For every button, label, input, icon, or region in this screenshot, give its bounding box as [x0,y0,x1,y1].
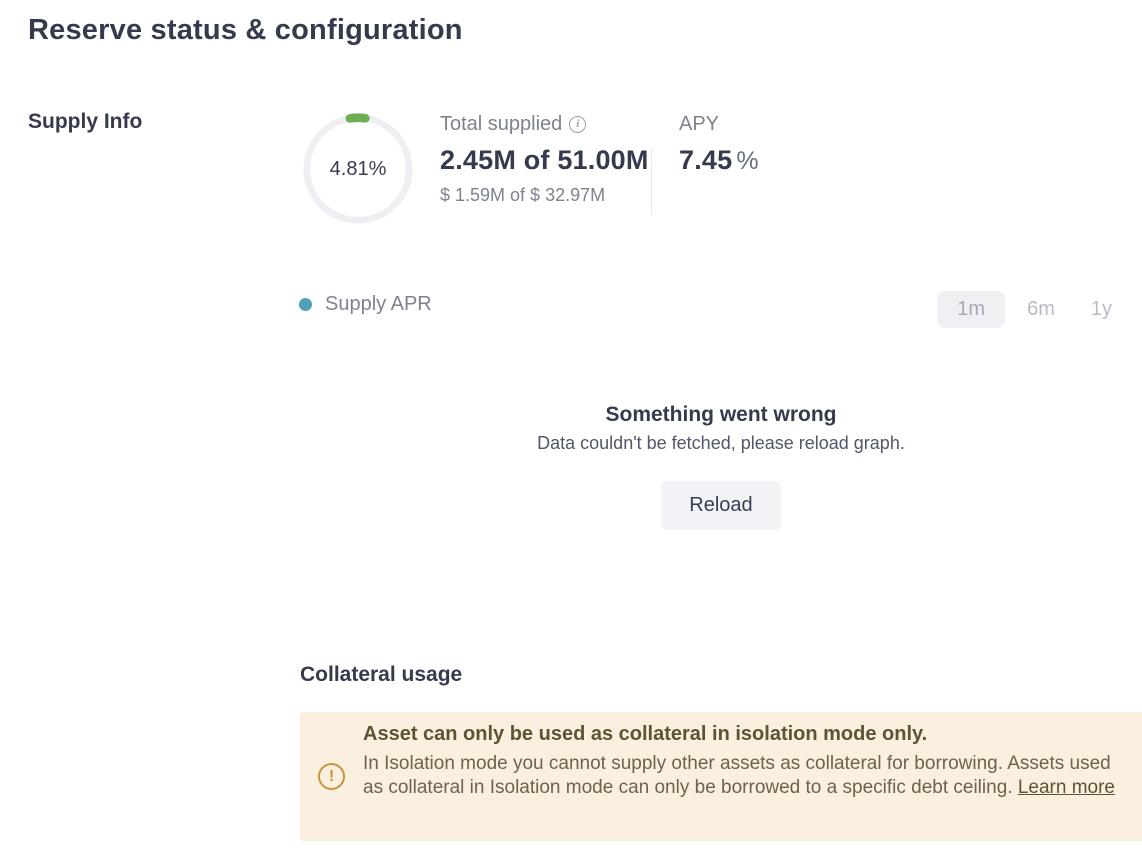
warning-title: Asset can only be used as collateral in … [363,723,928,745]
chart-legend: Supply APR [299,293,432,316]
collateral-usage-heading: Collateral usage [300,663,463,686]
chart-error-state: Something went wrong Data couldn't be fe… [300,403,1142,530]
range-button-1m[interactable]: 1m [937,291,1006,328]
warning-body-text: In Isolation mode you cannot supply othe… [363,753,1111,798]
learn-more-link[interactable]: Learn more [1017,777,1115,798]
warning-exclamation-icon: ! [318,763,345,790]
apy-value-row: 7.45% [679,145,759,176]
supply-apr-dot-icon [299,298,312,311]
total-supplied-amount: 2.45M of 51.00M [440,145,649,175]
isolation-mode-warning-banner: ! Asset can only be used as collateral i… [300,712,1142,841]
total-supplied-usd: $ 1.59M of $ 32.97M [440,185,606,205]
apy-unit: % [736,147,759,175]
supply-gauge-percent: 4.81% [329,157,387,180]
apy-value: 7.45 [679,145,733,175]
supply-apr-legend-label: Supply APR [325,293,432,315]
error-message: Data couldn't be fetched, please reload … [537,433,905,453]
reload-button[interactable]: Reload [661,481,781,530]
stats-divider [651,148,652,214]
supply-gauge-ring-icon [302,113,414,225]
supply-info-section-label: Supply Info [28,110,143,133]
warning-icon-wrap: ! [300,712,363,841]
page-title: Reserve status & configuration [28,14,463,46]
error-title: Something went wrong [605,403,837,426]
warning-content: Asset can only be used as collateral in … [363,712,1123,841]
time-range-selector: 1m 6m 1y [937,291,1126,328]
info-icon[interactable]: i [569,115,587,133]
total-supplied-stat: Total supplied i 2.45M of 51.00M $ 1.59M… [440,110,649,206]
range-button-1y[interactable]: 1y [1077,291,1126,328]
apy-label: APY [679,112,720,135]
range-button-6m[interactable]: 6m [1013,291,1069,328]
warning-body: In Isolation mode you cannot supply othe… [363,752,1123,800]
supply-gauge: 4.81% [300,111,416,227]
total-supplied-label: Total supplied [440,112,563,135]
apy-stat: APY 7.45% [679,110,759,176]
total-supplied-label-row: Total supplied i [440,110,649,138]
